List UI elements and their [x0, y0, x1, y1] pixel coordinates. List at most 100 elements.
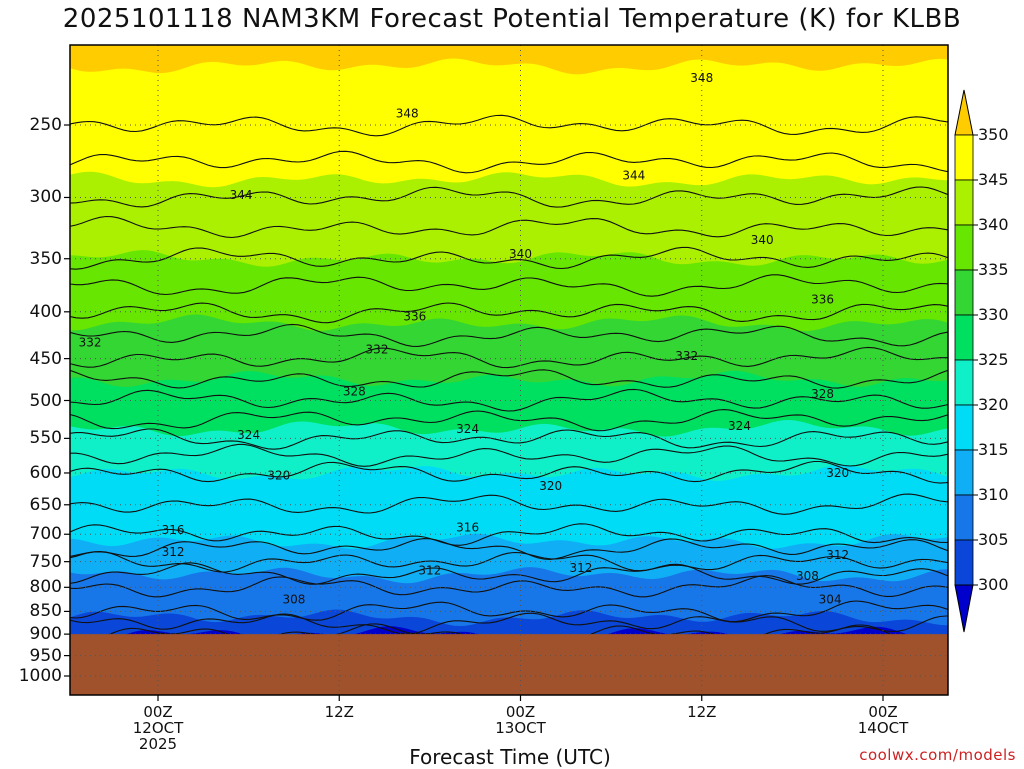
- x-tick-label-line: 2025: [138, 735, 178, 753]
- contour-label: 348: [690, 71, 713, 85]
- colorbar-label: 310: [978, 485, 1009, 504]
- y-tick-label: 500: [29, 390, 62, 411]
- contour-label: 332: [366, 343, 389, 357]
- x-tick-label-line: 13OCT: [495, 719, 546, 737]
- colorbar-swatch: [954, 269, 974, 316]
- contour-label: 316: [456, 520, 479, 534]
- colorbar-label: 335: [978, 260, 1009, 279]
- contour-label: 312: [418, 564, 441, 578]
- x-tick-label-line: 12Z: [687, 703, 717, 721]
- colorbar-swatch: [954, 494, 974, 541]
- contour-label: 332: [675, 349, 698, 363]
- contour-label: 320: [539, 479, 562, 493]
- contour-label: 344: [230, 188, 253, 202]
- contour-label: 324: [237, 428, 260, 442]
- contour-314: [70, 538, 948, 560]
- plot-frame: [69, 44, 949, 696]
- x-tick-label-line: 00Z: [868, 703, 898, 721]
- colorbar-label: 340: [978, 215, 1009, 234]
- colorbar-swatch: [954, 449, 974, 496]
- colorbar-label: 345: [978, 170, 1009, 189]
- contour-310: [70, 562, 948, 585]
- contour-338: [70, 274, 948, 297]
- colorbar-swatch: [954, 179, 974, 226]
- x-tick-label-line: 12OCT: [132, 719, 184, 737]
- contour-label: 340: [751, 233, 774, 247]
- contour-label: 324: [456, 422, 479, 436]
- y-tick-label: 750: [29, 551, 62, 572]
- y-tick-label: 600: [29, 462, 62, 483]
- contour-342: [70, 215, 948, 239]
- colorbar-bottom-arrow: [954, 584, 974, 633]
- contour-334: [70, 323, 948, 347]
- contour-label: 336: [403, 310, 426, 324]
- contour-label: 340: [509, 247, 532, 261]
- colorbar-swatch: [954, 404, 974, 451]
- contour-348: [70, 114, 948, 137]
- y-tick-label: 450: [29, 348, 62, 369]
- y-tick-label: 950: [29, 645, 62, 666]
- x-tick-label: 00Z 13OCT: [481, 704, 561, 736]
- contour-332: [70, 346, 948, 369]
- x-tick-label: 12Z: [299, 704, 379, 720]
- colorbar-label: 300: [978, 575, 1009, 594]
- contour-label: 336: [811, 293, 834, 307]
- contour-label: 328: [343, 385, 366, 399]
- x-tick-label: 00Z 14OCT: [843, 704, 923, 736]
- colorbar-top-arrow: [954, 89, 974, 136]
- contour-324: [70, 428, 948, 450]
- contour-label: 344: [622, 169, 645, 183]
- y-tick-label: 550: [29, 428, 62, 449]
- chart-title: 2025101118 NAM3KM Forecast Potential Tem…: [62, 4, 962, 34]
- contour-308: [70, 575, 948, 598]
- x-tick-label: 00Z 12OCT 2025: [118, 704, 198, 752]
- x-axis-title: Forecast Time (UTC): [409, 745, 611, 769]
- contour-label: 308: [282, 593, 305, 607]
- colorbar-label: 315: [978, 440, 1009, 459]
- y-tick-label: 800: [29, 577, 62, 598]
- y-tick-label: 700: [29, 524, 62, 545]
- x-tick-label-line: 00Z: [505, 703, 536, 721]
- contour-label: 304: [819, 593, 842, 607]
- contour-label: 320: [267, 469, 290, 483]
- y-tick-label: 1000: [18, 666, 62, 686]
- contour-label: 308: [796, 569, 819, 583]
- y-tick-label: 350: [29, 248, 62, 269]
- contour-label: 312: [569, 561, 592, 575]
- contour-label: 328: [811, 387, 834, 401]
- contour-340: [70, 246, 948, 270]
- band-350: [70, 45, 948, 75]
- colorbar-swatch: [954, 359, 974, 406]
- contour-322: [70, 443, 948, 467]
- y-tick-label: 650: [29, 494, 62, 515]
- x-tick-label-line: 00Z: [143, 703, 173, 721]
- colorbar-label: 330: [978, 305, 1009, 324]
- colorbar-swatch: [954, 134, 974, 181]
- contour-label: 332: [79, 335, 102, 349]
- colorbar-label: 320: [978, 395, 1009, 414]
- x-tick-label-line: 12Z: [324, 703, 354, 721]
- contour-306: [70, 600, 948, 623]
- contour-318: [70, 493, 948, 515]
- colorbar-swatch: [954, 539, 974, 586]
- contour-326: [70, 409, 948, 432]
- contour-label: 324: [728, 419, 751, 433]
- contour-label: 312: [162, 545, 185, 559]
- colorbar-swatch: [954, 224, 974, 271]
- contour-label: 312: [826, 548, 849, 562]
- colorbar-label: 325: [978, 350, 1009, 369]
- contour-346: [70, 150, 948, 174]
- y-tick-label: 900: [29, 624, 62, 645]
- contour-312: [70, 550, 948, 573]
- contour-316: [70, 523, 948, 546]
- colorbar-label: 350: [978, 125, 1009, 144]
- contour-320: [70, 460, 948, 484]
- contour-label: 348: [396, 107, 419, 121]
- colorbar-label: 305: [978, 530, 1009, 549]
- y-tick-label: 850: [29, 601, 62, 622]
- y-tick-label: 300: [29, 187, 62, 208]
- contour-336: [70, 302, 948, 324]
- contour-label: 316: [162, 523, 185, 537]
- colorbar-swatch: [954, 314, 974, 361]
